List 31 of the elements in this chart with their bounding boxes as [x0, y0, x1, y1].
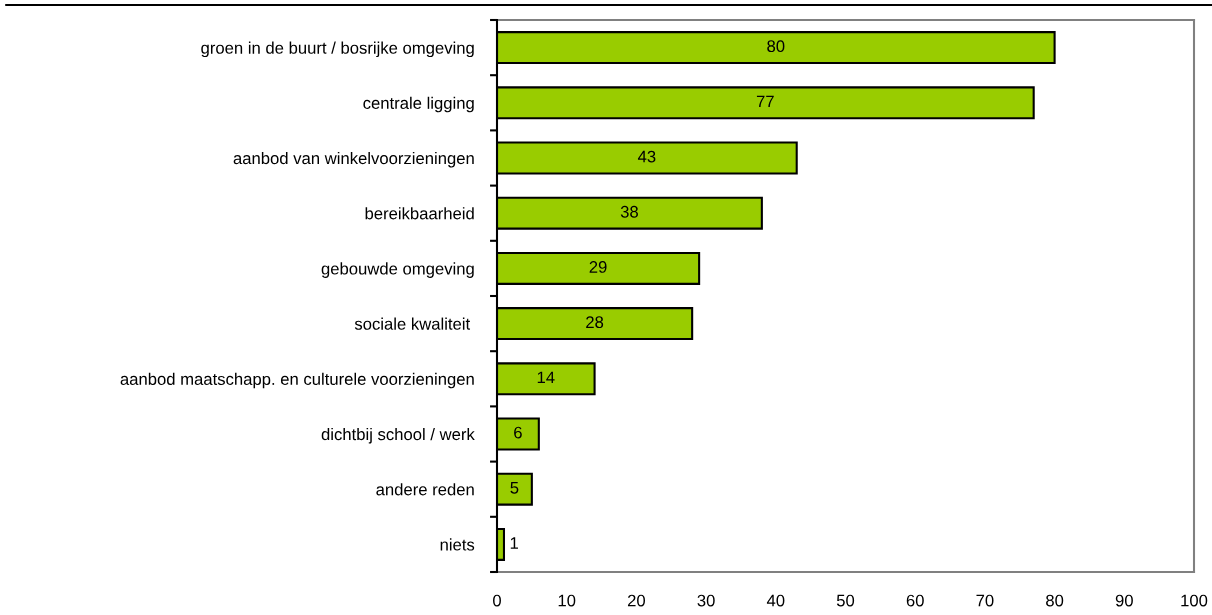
- data-label: 43: [637, 150, 656, 163]
- data-label: 38: [620, 205, 638, 218]
- x-tick-label: 60: [906, 594, 924, 607]
- x-tick-label: 50: [836, 594, 855, 607]
- y-tick-label: bereikbaarheid: [365, 207, 474, 220]
- data-label: 80: [767, 40, 785, 53]
- x-tick-label: 70: [976, 594, 994, 607]
- y-tick-label: niets: [440, 538, 475, 551]
- data-label: 29: [589, 261, 607, 273]
- y-tick-label: gebouwde omgeving: [321, 262, 474, 278]
- y-tick-label: centrale ligging: [363, 96, 474, 113]
- x-tick-label: 80: [1046, 594, 1064, 607]
- data-label: 5: [510, 482, 519, 494]
- data-label: 14: [537, 371, 555, 384]
- x-tick-label: 20: [627, 594, 646, 607]
- y-tick-label: andere reden: [376, 483, 474, 496]
- y-tick-label: aanbod van winkelvoorzieningen: [233, 151, 474, 168]
- x-tick-label: 30: [697, 594, 715, 607]
- data-label: 1: [510, 537, 518, 549]
- y-tick-label: aanbod maatschapp. en culturele voorzieningen: [120, 372, 474, 389]
- y-tick-label: groen in de buurt / bosrijke omgeving: [201, 41, 474, 58]
- x-tick-label: 0: [493, 594, 501, 607]
- y-tick-label: sociale kwaliteit: [354, 317, 471, 330]
- data-label: 77: [756, 95, 774, 108]
- x-tick-label: 90: [1115, 594, 1133, 607]
- data-label: 28: [586, 316, 604, 329]
- x-tick-label: 100: [1181, 594, 1208, 607]
- y-tick-label: dichtbij school / werk: [321, 427, 475, 444]
- data-label: 6: [514, 426, 522, 439]
- x-tick-label: 10: [558, 594, 576, 607]
- x-tick-label: 40: [766, 594, 785, 607]
